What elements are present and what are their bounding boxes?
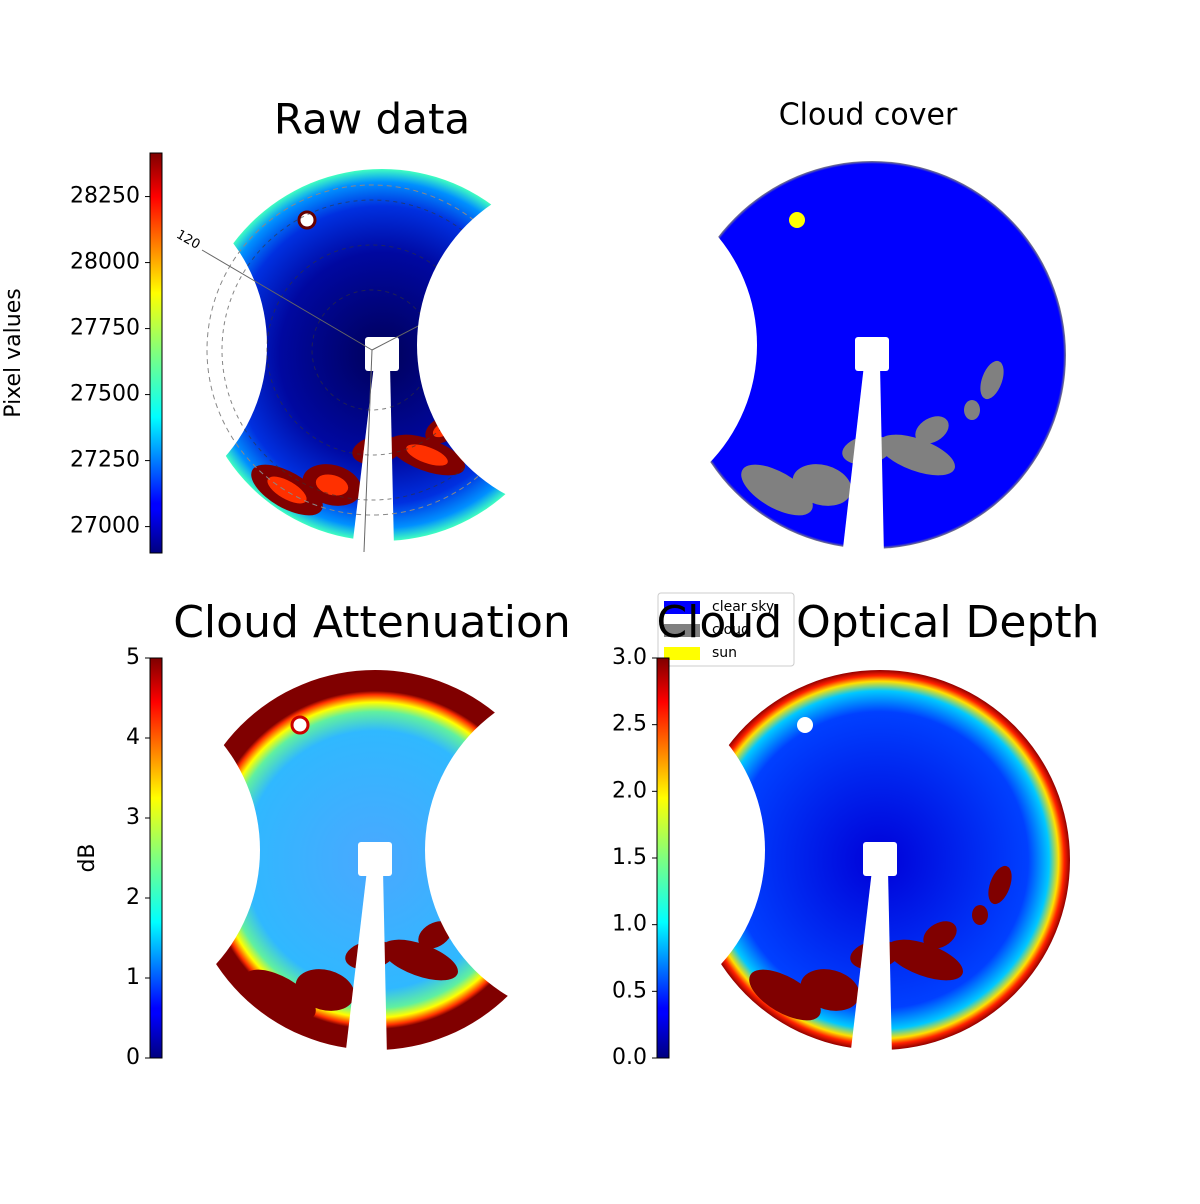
legend-swatch (664, 647, 700, 660)
cloud-core (765, 981, 805, 1009)
colorbar-tick-label: 28000 (70, 250, 140, 275)
panel-title: Cloud cover (779, 98, 958, 133)
cloud-core (993, 875, 1007, 895)
colorbar-tick-label: 1 (126, 965, 140, 990)
panel-title: Cloud Attenuation (173, 597, 571, 648)
cloud-core (985, 370, 999, 390)
cloud-core (308, 979, 342, 1001)
cloud-core (930, 927, 950, 943)
colorbar-tick-label: 2.5 (612, 712, 647, 737)
colorbar (150, 153, 162, 553)
colorbar-label: Pixel values (1, 288, 26, 417)
colorbar-tick-label: 3 (126, 805, 140, 830)
legend-label: sun (712, 645, 737, 661)
cloud-core (315, 474, 349, 496)
colorbar-tick-label: 27000 (70, 514, 140, 539)
panel-title: Cloud Optical Depth (656, 597, 1099, 648)
colorbar-tick-label: 27500 (70, 382, 140, 407)
colorbar-tick-label: 0.0 (612, 1045, 647, 1070)
polar-spoke (201, 249, 373, 351)
colorbar-tick-label: 27750 (70, 316, 140, 341)
cloud-core (406, 444, 448, 466)
colorbar-tick-label: 0.5 (612, 978, 647, 1003)
colorbar-tick-label: 3.0 (612, 645, 647, 670)
colorbar-tick-label: 2 (126, 885, 140, 910)
mast-cutout (850, 870, 892, 1058)
cloud-core (425, 927, 445, 943)
colorbar-tick-label: 0 (126, 1045, 140, 1070)
sun-spot (290, 715, 310, 735)
horizon-cutout (0, 680, 260, 1020)
colorbar-tick-label: 2.0 (612, 778, 647, 803)
colorbar-tick-label: 1.5 (612, 845, 647, 870)
cloud-core (922, 422, 942, 438)
panel-title: Raw data (274, 95, 470, 144)
colorbar-frame (149, 152, 163, 554)
cloud-core (260, 981, 300, 1009)
colorbar-label: dB (75, 843, 100, 872)
cloud-core (399, 949, 441, 971)
colorbar-tick-label: 1.0 (612, 912, 647, 937)
legend-label: cloud (712, 622, 750, 638)
camera-housing (365, 337, 399, 371)
cloud-core (975, 910, 985, 920)
legend-swatch (664, 601, 700, 614)
horizon-cutout (0, 175, 267, 515)
legend-swatch (664, 624, 700, 637)
colorbar (657, 658, 669, 1058)
camera-housing (855, 337, 889, 371)
sun-spot (789, 212, 805, 228)
cloud-core (967, 405, 977, 415)
colorbar-tick-label: 27250 (70, 448, 140, 473)
cloud-core (813, 979, 847, 1001)
sun-spot (797, 717, 813, 733)
cloud-core (896, 444, 938, 466)
mast-cutout (842, 365, 884, 557)
sun-spot (297, 210, 317, 230)
cloud-core (904, 949, 946, 971)
cloud-core (805, 474, 839, 496)
cloud-core (757, 476, 797, 504)
horizon-cutout (417, 175, 757, 515)
colorbar (150, 658, 162, 1058)
camera-housing (863, 842, 897, 876)
colorbar-tick-label: 4 (126, 725, 140, 750)
polar-spoke (363, 349, 373, 553)
horizon-cutout (425, 680, 765, 1020)
colorbar-tick-label: 28250 (70, 184, 140, 209)
legend-label: clear sky (712, 599, 774, 615)
camera-housing (358, 842, 392, 876)
colorbar-tick-label: 5 (126, 645, 140, 670)
mast-cutout (345, 870, 387, 1058)
mast-cutout (352, 365, 394, 549)
colorbar-frame (149, 657, 163, 1059)
